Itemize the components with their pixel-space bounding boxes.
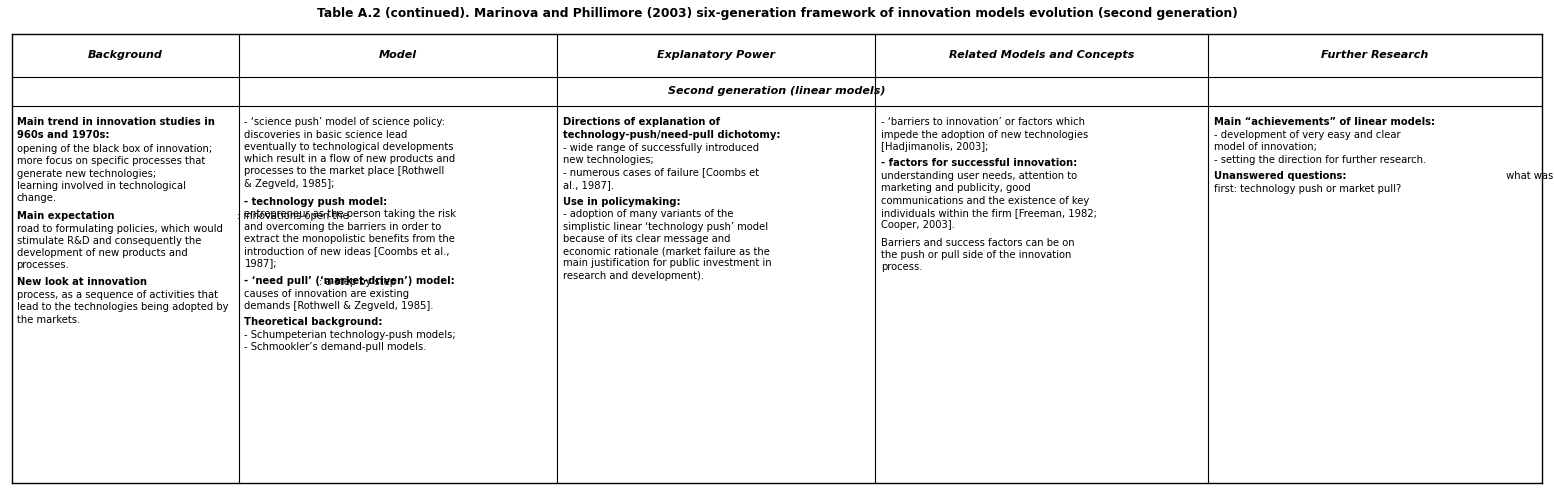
- Text: - technology push model:: - technology push model:: [244, 197, 387, 206]
- Text: Main trend in innovation studies in
960s and 1970s:: Main trend in innovation studies in 960s…: [17, 117, 214, 140]
- Text: - Schumpeterian technology-push models;
- Schmookler’s demand-pull models.: - Schumpeterian technology-push models; …: [244, 330, 455, 352]
- Text: process, as a sequence of activities that
lead to the technologies being adopted: process, as a sequence of activities tha…: [17, 290, 228, 325]
- Text: causes of innovation are existing
demands [Rothwell & Zegveld, 1985].: causes of innovation are existing demand…: [244, 289, 434, 311]
- Text: Directions of explanation of: Directions of explanation of: [563, 117, 720, 127]
- Text: - adoption of many variants of the
simplistic linear ‘technology push’ model
bec: - adoption of many variants of the simpl…: [563, 209, 771, 281]
- Text: Second generation (linear models): Second generation (linear models): [668, 86, 886, 97]
- Text: Related Models and Concepts: Related Models and Concepts: [949, 50, 1134, 61]
- Text: understanding user needs, attention to
marketing and publicity, good
communicati: understanding user needs, attention to m…: [881, 171, 1097, 230]
- Text: : innovations open the: : innovations open the: [236, 211, 348, 221]
- Text: Explanatory Power: Explanatory Power: [657, 50, 775, 61]
- Text: - ‘need pull’ (‘market-driven’) model:: - ‘need pull’ (‘market-driven’) model:: [244, 276, 455, 286]
- Text: New look at innovation: New look at innovation: [17, 277, 146, 287]
- Text: opening of the black box of innovation;
more focus on specific processes that
ge: opening of the black box of innovation; …: [17, 144, 211, 203]
- Text: - wide range of successfully introduced
new technologies;
- numerous cases of fa: - wide range of successfully introduced …: [563, 143, 758, 190]
- Text: - ‘science push’ model of science policy:
discoveries in basic science lead
even: - ‘science push’ model of science policy…: [244, 117, 455, 188]
- Text: technology-push/need-pull dichotomy:: technology-push/need-pull dichotomy:: [563, 130, 780, 140]
- Text: - factors for successful innovation:: - factors for successful innovation:: [881, 158, 1077, 168]
- Text: entrepreneur as the person taking the risk
and overcoming the barriers in order : entrepreneur as the person taking the ri…: [244, 209, 457, 268]
- Text: what was the: what was the: [1503, 171, 1554, 181]
- Text: Barriers and success factors can be on
the push or pull side of the innovation
p: Barriers and success factors can be on t…: [881, 238, 1074, 272]
- Text: first: technology push or market pull?: first: technology push or market pull?: [1214, 184, 1402, 194]
- Text: - ‘barriers to innovation’ or factors which
impede the adoption of new technolog: - ‘barriers to innovation’ or factors wh…: [881, 117, 1088, 152]
- Text: Unanswered questions:: Unanswered questions:: [1214, 171, 1347, 181]
- Text: Further Research: Further Research: [1321, 50, 1428, 61]
- Text: Main expectation: Main expectation: [17, 211, 113, 221]
- Text: road to formulating policies, which would
stimulate R&D and consequently the
dev: road to formulating policies, which woul…: [17, 224, 222, 270]
- Text: Main “achievements” of linear models:: Main “achievements” of linear models:: [1214, 117, 1436, 127]
- Text: Theoretical background:: Theoretical background:: [244, 317, 382, 327]
- Text: Model: Model: [379, 50, 416, 61]
- Text: - development of very easy and clear
model of innovation;
- setting the directio: - development of very easy and clear mod…: [1214, 130, 1427, 164]
- Text: Use in policymaking:: Use in policymaking:: [563, 197, 681, 206]
- Text: Table A.2 (continued). Marinova and Phillimore (2003) six-generation framework o: Table A.2 (continued). Marinova and Phil…: [317, 7, 1237, 20]
- Text: : a step by step: : a step by step: [319, 277, 396, 287]
- Text: Background: Background: [89, 50, 163, 61]
